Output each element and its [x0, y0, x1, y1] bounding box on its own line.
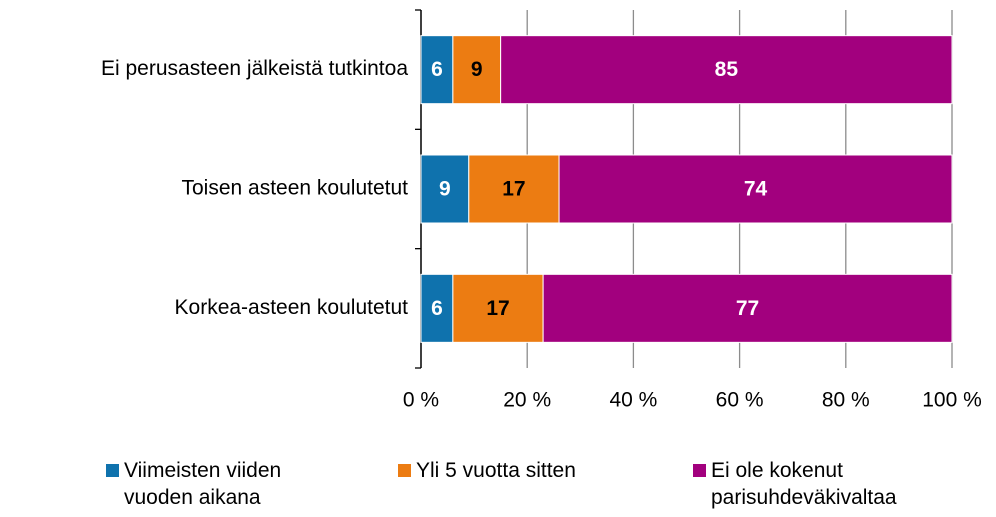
data-label: 74: [744, 178, 768, 201]
data-label: 9: [439, 178, 451, 201]
legend-swatch: [106, 464, 119, 477]
legend-swatch: [693, 464, 706, 477]
category-label: Ei perusasteen jälkeistä tutkintoa: [101, 57, 408, 80]
data-label: 6: [431, 297, 443, 320]
category-label: Toisen asteen koulutetut: [182, 177, 409, 200]
data-label: 77: [736, 297, 759, 320]
x-tick-label: 0 %: [403, 389, 439, 412]
bar-segment: [420, 154, 470, 224]
data-label: 85: [715, 58, 739, 81]
data-label: 17: [486, 297, 509, 320]
data-label: 6: [431, 58, 443, 81]
legend-item: Ei ole kokenut parisuhdeväkivaltaa: [693, 457, 953, 511]
legend-label: Ei ole kokenut parisuhdeväkivaltaa: [711, 459, 897, 509]
bar-segment: [468, 154, 560, 224]
data-label: 9: [471, 58, 483, 81]
x-tick-label: 60 %: [716, 389, 764, 412]
bar-segment: [452, 273, 544, 343]
x-tick-label: 20 %: [503, 389, 551, 412]
bar-segment: [420, 273, 454, 343]
data-label: 17: [502, 178, 525, 201]
bar-segment: [558, 154, 953, 224]
legend-label: Viimeisten viiden vuoden aikana: [124, 459, 282, 509]
bar-segment: [500, 35, 953, 105]
bar-segment: [452, 35, 502, 105]
x-tick-label: 40 %: [609, 389, 657, 412]
legend-label: Yli 5 vuotta sitten: [416, 459, 576, 482]
legend-item: Yli 5 vuotta sitten: [398, 457, 678, 484]
legend-swatch: [398, 464, 411, 477]
x-tick-label: 80 %: [822, 389, 870, 412]
legend-item: Viimeisten viiden vuoden aikana: [106, 457, 326, 511]
chart: 0 % 20 % 40 % 60 % 80 % 100 % Ei perusasteen j…: [101, 9, 982, 412]
bar-segment: [542, 273, 953, 343]
category-label: Korkea-asteen koulutetut: [175, 296, 409, 319]
x-tick-label: 100 %: [922, 389, 982, 412]
